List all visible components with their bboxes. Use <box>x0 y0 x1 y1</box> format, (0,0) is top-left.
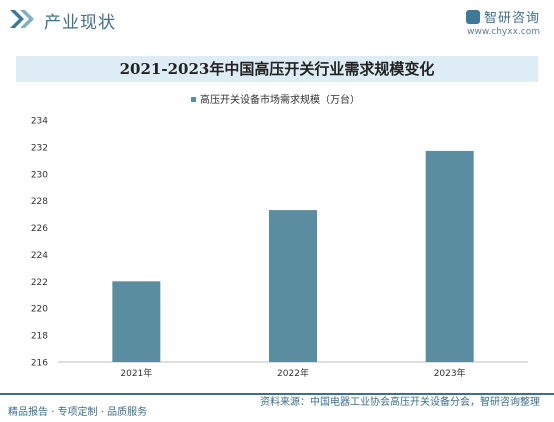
logo-url: www.chyxx.com <box>467 27 540 37</box>
y-tick-label: 220 <box>31 305 48 315</box>
footer-tagline: 精品报告 · 专项定制 · 品质服务 <box>8 407 148 418</box>
y-tick-label: 226 <box>31 224 48 234</box>
title-banner <box>16 56 538 82</box>
x-category-label: 2023年 <box>434 367 466 379</box>
y-tick-label: 222 <box>31 278 48 288</box>
section-title: 产业现状 <box>44 13 116 33</box>
y-tick-label: 224 <box>31 251 48 261</box>
chart-title: 2021-2023年中国高压开关行业需求规模变化 <box>119 60 435 78</box>
x-category-label: 2022年 <box>277 367 309 379</box>
bar-2023 <box>425 150 474 362</box>
source-note: 资料来源：中国电器工业协会高压开关设备分会，智研咨询整理 <box>260 397 540 408</box>
y-tick-label: 232 <box>31 143 48 153</box>
page-header: 产业现状 智研咨询 www.chyxx.com <box>0 0 554 44</box>
footer-divider <box>0 393 554 395</box>
logo-mark-icon <box>465 9 480 24</box>
double-chevron-icon <box>10 10 34 28</box>
y-tick-label: 234 <box>31 117 48 127</box>
y-tick-label: 228 <box>31 197 48 207</box>
bar-2021 <box>112 281 161 362</box>
y-tick-label: 218 <box>31 332 48 342</box>
bar-2022 <box>269 210 317 362</box>
y-tick-label: 230 <box>31 170 48 180</box>
brand-logo: 智研咨询 www.chyxx.com <box>465 6 540 37</box>
legend-swatch <box>191 97 196 102</box>
y-tick-label: 216 <box>31 359 48 369</box>
legend-label: 高压开关设备市场需求规模（万台） <box>200 93 360 106</box>
logo-name: 智研咨询 <box>483 11 540 26</box>
x-category-label: 2021年 <box>120 367 152 379</box>
